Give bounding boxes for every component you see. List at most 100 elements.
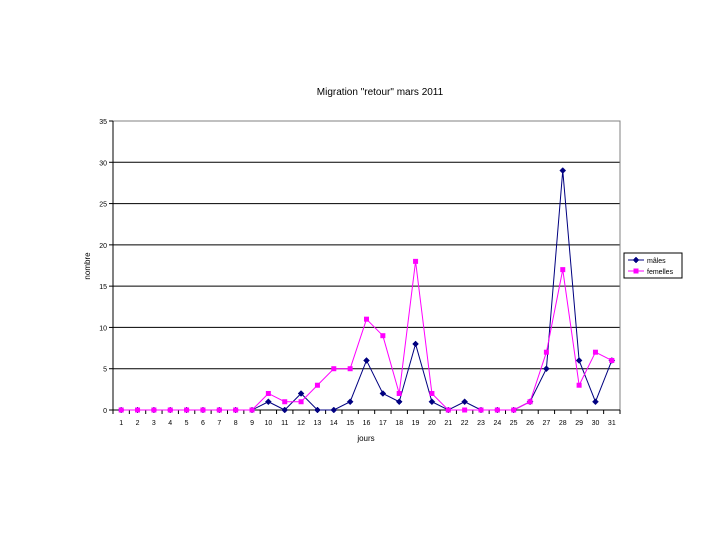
x-tick-label: 8 — [234, 420, 238, 427]
y-tick-label: 35 — [99, 119, 107, 126]
x-tick-label: 15 — [346, 420, 354, 427]
data-point — [478, 407, 484, 413]
y-tick-label: 30 — [99, 160, 107, 167]
data-point — [592, 349, 598, 355]
x-tick-label: 20 — [428, 420, 436, 427]
x-tick-label: 9 — [250, 420, 254, 427]
x-tick-label: 24 — [493, 420, 501, 427]
data-point — [200, 407, 206, 413]
data-point — [543, 349, 549, 355]
data-point — [428, 398, 436, 406]
series-line — [121, 261, 613, 411]
x-tick-label: 3 — [152, 420, 156, 427]
data-point — [265, 398, 272, 406]
series-line — [121, 170, 613, 411]
data-point — [118, 407, 124, 413]
data-point — [445, 407, 451, 413]
x-tick-label: 5 — [185, 420, 189, 427]
x-tick-label: 12 — [297, 420, 305, 427]
data-point — [575, 357, 583, 364]
x-tick-label: 22 — [461, 420, 469, 427]
data-point — [462, 407, 468, 413]
x-axis-label: jours — [356, 434, 374, 443]
data-point — [379, 390, 387, 397]
data-point — [314, 406, 321, 414]
x-tick-label: 7 — [217, 420, 221, 427]
chart-title: Migration "retour" mars 2011 — [317, 87, 444, 98]
data-point — [167, 407, 173, 413]
y-tick-label: 20 — [99, 243, 107, 250]
y-tick-label: 0 — [103, 408, 107, 415]
series-2 — [118, 258, 615, 413]
legend-label: femelles — [647, 269, 674, 276]
data-point — [249, 407, 255, 413]
data-point — [395, 398, 403, 406]
data-point — [527, 399, 533, 405]
data-point — [314, 382, 320, 388]
data-point — [560, 267, 566, 273]
x-tick-label: 18 — [395, 420, 403, 427]
x-tick-label: 13 — [314, 420, 322, 427]
series-1 — [117, 167, 616, 414]
x-tick-label: 10 — [264, 420, 272, 427]
data-point — [461, 398, 468, 406]
plot-area-border — [112, 120, 621, 411]
data-point — [413, 258, 419, 264]
x-tick-label: 17 — [379, 420, 387, 427]
x-tick-label: 28 — [559, 420, 567, 427]
data-point — [494, 407, 500, 413]
x-tick-label: 31 — [608, 420, 616, 427]
data-point — [576, 382, 582, 388]
data-point — [298, 399, 304, 405]
data-point — [559, 167, 567, 174]
data-point — [364, 316, 369, 322]
data-point — [265, 390, 271, 396]
x-tick-label: 29 — [575, 420, 583, 427]
x-tick-label: 1 — [119, 420, 123, 427]
legend-label: mâles — [647, 258, 666, 265]
legend: mâles femelles — [623, 252, 683, 279]
y-tick-label: 15 — [99, 284, 107, 291]
x-tick-label: 19 — [412, 420, 420, 427]
data-point — [380, 333, 386, 339]
data-point — [135, 407, 141, 413]
x-tick-label: 30 — [592, 420, 600, 427]
x-tick-label: 14 — [330, 420, 338, 427]
data-point — [184, 407, 190, 413]
x-tick-label: 23 — [477, 420, 485, 427]
data-point — [151, 407, 157, 413]
data-point — [233, 407, 239, 413]
series-group — [117, 167, 616, 414]
data-point — [282, 399, 288, 405]
y-axis-label: nombre — [83, 252, 92, 280]
y-tick-label: 10 — [99, 325, 107, 332]
x-tick-label: 11 — [281, 420, 288, 427]
x-tick-label: 4 — [168, 420, 172, 427]
data-point — [297, 390, 305, 397]
x-tick-label: 26 — [526, 420, 534, 427]
legend-marker — [632, 256, 640, 264]
data-point — [412, 340, 419, 348]
data-point — [511, 407, 517, 413]
data-point — [592, 398, 599, 406]
x-tick-label: 25 — [510, 420, 518, 427]
x-tick-label: 27 — [543, 420, 551, 427]
data-point — [216, 407, 222, 413]
legend-marker — [633, 268, 639, 274]
data-point — [609, 357, 615, 363]
data-point — [281, 406, 289, 414]
x-tick-label: 2 — [136, 420, 140, 427]
y-tick-label: 5 — [103, 367, 107, 374]
data-point — [331, 366, 337, 372]
data-point — [363, 357, 370, 364]
y-tick-label: 25 — [99, 202, 107, 209]
data-point — [429, 390, 435, 396]
x-tick-label: 16 — [363, 420, 371, 427]
legend-box — [623, 252, 683, 279]
data-point — [346, 398, 354, 406]
x-tick-label: 6 — [201, 420, 205, 427]
grid-lines — [113, 120, 620, 370]
